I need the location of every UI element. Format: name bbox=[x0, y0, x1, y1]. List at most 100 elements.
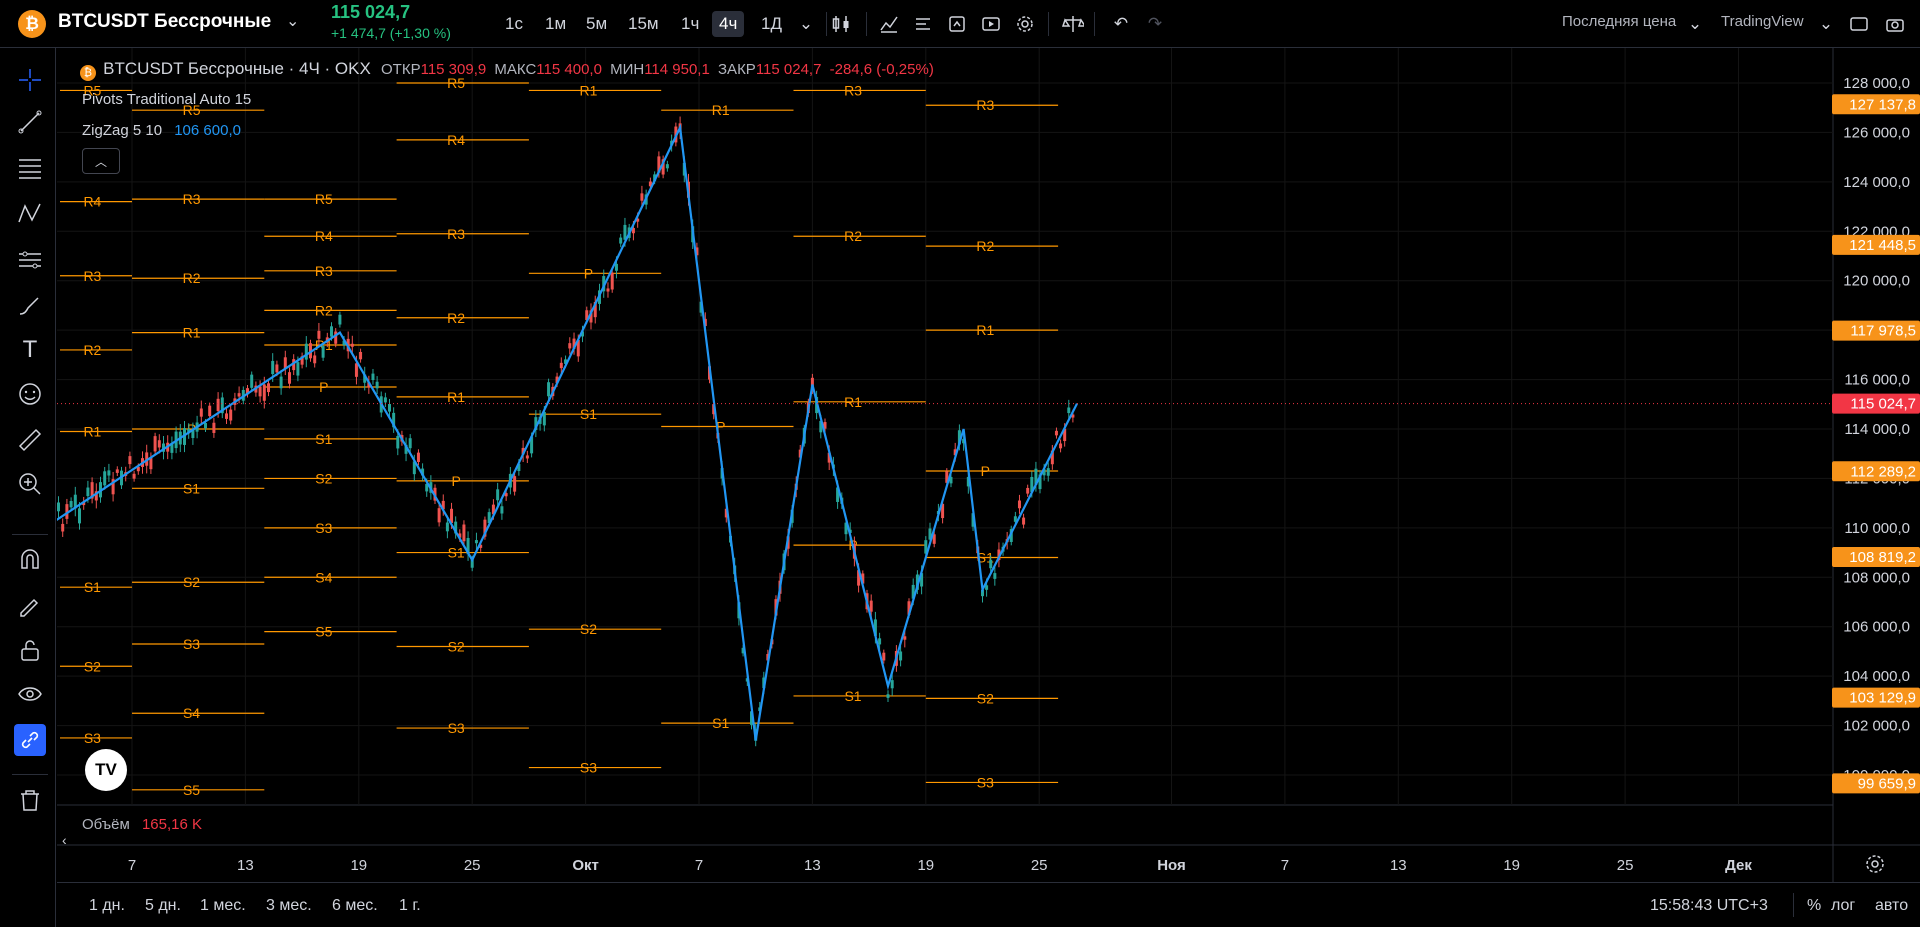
snapshot-camera-icon[interactable] bbox=[1882, 11, 1908, 37]
pattern-icon[interactable] bbox=[14, 198, 46, 230]
range-5d[interactable]: 5 дн. bbox=[145, 897, 181, 914]
candle-body bbox=[313, 355, 317, 364]
price-type-select[interactable]: Последняя цена bbox=[1562, 13, 1677, 30]
lock-drawings-icon[interactable] bbox=[14, 590, 46, 622]
compare-scales-icon[interactable] bbox=[1060, 11, 1086, 37]
candle-body bbox=[354, 363, 358, 377]
divider bbox=[12, 774, 48, 775]
ruler-icon[interactable] bbox=[14, 424, 46, 456]
link-icon[interactable] bbox=[14, 724, 46, 756]
range-6m[interactable]: 6 мес. bbox=[332, 897, 378, 914]
pivot-level-label: R1 bbox=[447, 389, 465, 405]
replay-icon[interactable] bbox=[978, 11, 1004, 37]
tf-1d[interactable]: 1Д bbox=[761, 14, 782, 33]
log-scale-button[interactable]: лог bbox=[1831, 897, 1856, 914]
pivot-level-label: P bbox=[981, 463, 990, 479]
settings-gear-icon[interactable] bbox=[1012, 11, 1038, 37]
alert-icon[interactable] bbox=[944, 11, 970, 37]
fib-retracement-icon[interactable] bbox=[14, 152, 46, 184]
tf-1m[interactable]: 1м bbox=[545, 14, 567, 33]
indicator-pivots-label[interactable]: Pivots Traditional Auto 15 bbox=[82, 91, 252, 108]
trash-icon[interactable] bbox=[14, 784, 46, 816]
timeframe-dropdown-icon[interactable]: ⌄ bbox=[798, 14, 814, 33]
percent-scale-button[interactable]: % bbox=[1807, 897, 1822, 914]
candle-body bbox=[1026, 487, 1030, 494]
eye-icon[interactable] bbox=[14, 678, 46, 710]
divider bbox=[1094, 12, 1095, 36]
tf-15m[interactable]: 15м bbox=[628, 14, 659, 33]
tf-5m[interactable]: 5м bbox=[586, 14, 608, 33]
range-1d[interactable]: 1 дн. bbox=[89, 897, 125, 914]
chevron-down-icon[interactable]: ⌄ bbox=[1818, 14, 1834, 33]
zoom-in-icon[interactable] bbox=[14, 468, 46, 500]
auto-scale-button[interactable]: авто bbox=[1875, 897, 1909, 914]
tf-1h[interactable]: 1ч bbox=[681, 14, 700, 33]
tradingview-logo[interactable]: TV bbox=[85, 749, 127, 791]
range-1m[interactable]: 1 мес. bbox=[200, 897, 246, 914]
ohlc-high-label: МАКС bbox=[494, 61, 537, 78]
indicator-zigzag-value: 106 600,0 bbox=[174, 122, 241, 139]
emoji-icon[interactable] bbox=[14, 378, 46, 410]
price-axis-label: 120 000,0 bbox=[1843, 273, 1910, 290]
unlock-icon[interactable] bbox=[14, 634, 46, 666]
price-badge-label: 112 289,2 bbox=[1850, 463, 1916, 480]
pivot-level-label: R5 bbox=[83, 82, 101, 98]
candle-body bbox=[162, 443, 165, 452]
fullscreen-window-icon[interactable] bbox=[1846, 11, 1872, 37]
text-tool-icon[interactable]: T bbox=[22, 336, 38, 363]
candle-body bbox=[873, 619, 877, 636]
redo-icon[interactable]: ↷ bbox=[1147, 14, 1163, 33]
tf-1s[interactable]: 1с bbox=[505, 14, 523, 33]
price-axis-label: 116 000,0 bbox=[1844, 372, 1910, 389]
candle-body bbox=[534, 417, 538, 430]
legend-title[interactable]: BTCUSDT Бессрочные · 4Ч · OKX bbox=[103, 59, 371, 78]
candle-body bbox=[204, 423, 207, 429]
time-axis-label: Окт bbox=[572, 857, 599, 874]
brush-icon[interactable] bbox=[14, 290, 46, 322]
legend-collapse-button[interactable]: ︿ bbox=[82, 148, 120, 174]
pivot-level-label: R2 bbox=[976, 238, 994, 254]
tf-4h[interactable]: 4ч bbox=[712, 11, 745, 37]
time-axis-label: 13 bbox=[1390, 857, 1407, 874]
time-axis-label: 7 bbox=[695, 857, 703, 874]
candle-body bbox=[132, 473, 136, 479]
candle-body bbox=[547, 382, 551, 397]
magnet-icon[interactable] bbox=[14, 544, 46, 576]
candle-body bbox=[997, 549, 1001, 561]
indicators-icon[interactable] bbox=[876, 11, 902, 37]
clock-timezone[interactable]: 15:58:43 UTC+3 bbox=[1650, 897, 1768, 914]
undo-icon[interactable]: ↶ bbox=[1113, 14, 1129, 33]
candle-body bbox=[82, 501, 86, 506]
candle-body bbox=[861, 573, 865, 584]
candle-body bbox=[103, 471, 107, 486]
trend-line-icon[interactable] bbox=[14, 106, 46, 138]
range-3m[interactable]: 3 мес. bbox=[266, 897, 312, 914]
price-axis-label: 110 000,0 bbox=[1844, 520, 1910, 537]
indicator-zigzag-label[interactable]: ZigZag 5 10 bbox=[82, 122, 163, 139]
axis-settings-gear-icon[interactable] bbox=[1864, 853, 1888, 877]
candle-body bbox=[300, 356, 304, 365]
candle-body bbox=[73, 494, 77, 509]
provider-select[interactable]: TradingView bbox=[1721, 13, 1804, 30]
volume-legend: Объём 165,16 K bbox=[82, 816, 202, 833]
forecast-icon[interactable] bbox=[14, 244, 46, 276]
crosshair-icon[interactable] bbox=[14, 64, 46, 96]
symbol-name[interactable]: BTCUSDT Бессрочные bbox=[58, 11, 272, 32]
range-1y[interactable]: 1 г. bbox=[399, 897, 421, 914]
candles-chart-type-icon[interactable] bbox=[828, 11, 854, 37]
candle-body bbox=[1054, 430, 1058, 436]
candle-body bbox=[836, 487, 840, 502]
candle-body bbox=[474, 540, 478, 544]
chevron-down-icon[interactable]: ⌄ bbox=[286, 13, 300, 30]
candle-body bbox=[1022, 517, 1026, 525]
candle-body bbox=[823, 422, 827, 429]
candle-body bbox=[367, 382, 371, 388]
candle-body bbox=[857, 570, 861, 586]
candle-body bbox=[941, 503, 945, 519]
collapse-sidebar-icon[interactable]: ‹ bbox=[62, 832, 67, 848]
templates-icon[interactable] bbox=[910, 11, 936, 37]
chevron-down-icon[interactable]: ⌄ bbox=[1687, 14, 1703, 33]
ohlc-low-value: 114 950,1 bbox=[644, 61, 710, 78]
candle-body bbox=[712, 404, 716, 415]
